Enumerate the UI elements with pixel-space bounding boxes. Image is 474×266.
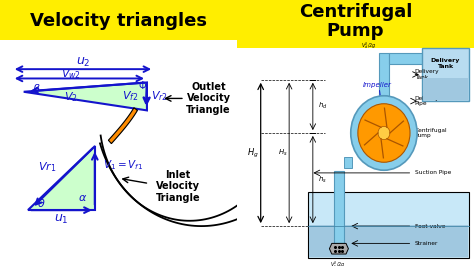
Circle shape <box>358 104 410 162</box>
Bar <box>0 0 237 40</box>
Bar <box>389 53 431 64</box>
Text: $h_d$: $h_d$ <box>318 101 327 111</box>
Text: $\beta$: $\beta$ <box>32 82 41 96</box>
Bar <box>334 171 344 243</box>
Text: Inlet
Velocity
Triangle: Inlet Velocity Triangle <box>155 170 200 203</box>
Text: $\theta$: $\theta$ <box>37 197 46 210</box>
Text: $V_{f2}$: $V_{f2}$ <box>122 89 138 103</box>
Text: $u_1$: $u_1$ <box>55 213 69 226</box>
Text: $V_2$: $V_2$ <box>64 90 78 104</box>
Bar <box>344 157 352 168</box>
Text: $V_s^2/2g$: $V_s^2/2g$ <box>330 259 346 266</box>
Bar <box>0 40 237 266</box>
Text: Foot valve: Foot valve <box>415 224 445 228</box>
Bar <box>423 78 468 100</box>
Text: $V_d^2/2g$: $V_d^2/2g$ <box>361 40 377 51</box>
Polygon shape <box>329 243 348 254</box>
Bar <box>309 225 468 257</box>
Text: Outlet
Velocity
Triangle: Outlet Velocity Triangle <box>186 82 231 115</box>
Polygon shape <box>24 82 147 110</box>
Text: $Vr_1$: $Vr_1$ <box>38 161 56 174</box>
Text: Impeller: Impeller <box>363 82 391 88</box>
Polygon shape <box>109 108 137 144</box>
Bar <box>379 53 389 97</box>
Text: $u_2$: $u_2$ <box>76 56 90 69</box>
Text: Velocity triangles: Velocity triangles <box>30 12 207 30</box>
Text: $h_s$: $h_s$ <box>318 174 327 185</box>
Text: $\Phi$: $\Phi$ <box>137 78 147 91</box>
Text: $H_g$: $H_g$ <box>246 146 258 160</box>
Text: Centrifugal
Pump: Centrifugal Pump <box>299 3 412 40</box>
Text: Delivery
Tank: Delivery Tank <box>415 69 439 80</box>
Bar <box>237 48 474 266</box>
Text: Strainer: Strainer <box>415 241 438 246</box>
Text: $\alpha$: $\alpha$ <box>78 193 88 203</box>
Circle shape <box>378 126 390 140</box>
Text: Delivery
Tank: Delivery Tank <box>431 59 460 69</box>
Text: Delivery
Pipe: Delivery Pipe <box>415 96 439 106</box>
Text: Suction Pipe: Suction Pipe <box>415 171 451 175</box>
Circle shape <box>351 96 417 170</box>
Bar <box>237 0 474 48</box>
Text: $V_1=V_{f1}$: $V_1=V_{f1}$ <box>103 158 144 172</box>
Text: $V_{r2}$: $V_{r2}$ <box>152 89 168 103</box>
Polygon shape <box>28 146 95 210</box>
Text: $H_s$: $H_s$ <box>278 148 288 158</box>
Bar <box>308 192 469 258</box>
Text: Centrifugal
Pump: Centrifugal Pump <box>415 128 447 138</box>
Text: $V_{w2}$: $V_{w2}$ <box>61 67 81 81</box>
Bar <box>422 48 469 101</box>
